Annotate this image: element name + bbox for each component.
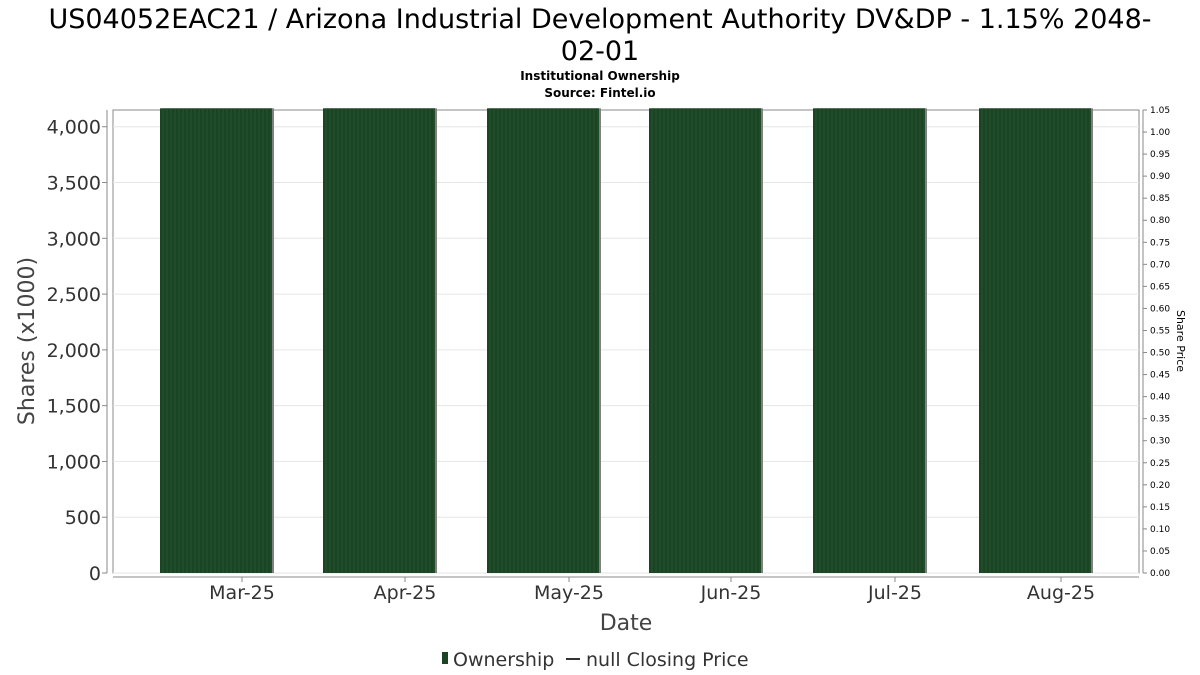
chart-title-line1: US04052EAC21 / Arizona Industrial Develo… <box>48 4 1151 35</box>
chart-source: Source: Fintel.io <box>544 86 655 100</box>
chart-title-line2: 02-01 <box>561 36 639 67</box>
right-tick-label: 0.60 <box>1150 304 1170 314</box>
right-tick-label: 0.20 <box>1150 481 1170 491</box>
y-axis-label: Shares (x1000) <box>15 257 40 425</box>
right-tick-label: 0.55 <box>1150 326 1170 336</box>
bars <box>160 108 1093 573</box>
plot-area <box>112 109 1140 574</box>
right-tick-label: 1.05 <box>1150 106 1170 116</box>
legend-ownership-swatch <box>442 652 448 664</box>
y2-axis-label: Share Price <box>1174 310 1187 372</box>
grid-lines <box>113 126 1139 574</box>
right-tick-label: 1.00 <box>1150 128 1170 138</box>
x-tick-label: Aug-25 <box>1027 582 1095 604</box>
x-axis-label: Date <box>600 611 653 636</box>
right-tick-label: 0.05 <box>1150 547 1170 557</box>
left-tick-label: 1,500 <box>47 396 101 418</box>
right-tick-label: 0.45 <box>1150 371 1170 381</box>
right-tick-label: 0.35 <box>1150 415 1170 425</box>
left-tick-label: 3,000 <box>47 228 101 250</box>
left-tick-label: 2,500 <box>47 284 101 306</box>
x-tick-label: Mar-25 <box>209 582 275 604</box>
left-tick-label: 0 <box>89 563 101 585</box>
right-tick-label: 0.75 <box>1150 238 1170 248</box>
left-tick-label: 4,000 <box>47 117 101 139</box>
x-tick-label: May-25 <box>534 582 604 604</box>
x-tick-label: Jun-25 <box>700 582 762 604</box>
legend: Ownership null Closing Price <box>442 649 749 671</box>
chart-subtitle: Institutional Ownership <box>520 69 680 83</box>
x-axis-ticks: Mar-25 Apr-25 May-25 Jun-25 Jul-25 Aug-25 <box>209 577 1095 604</box>
x-tick-label: Apr-25 <box>374 582 437 604</box>
right-tick-label: 0.95 <box>1150 150 1170 160</box>
right-tick-label: 0.90 <box>1150 172 1170 182</box>
right-tick-label: 0.00 <box>1150 569 1170 579</box>
right-tick-label: 0.30 <box>1150 437 1170 447</box>
right-tick-label: 0.70 <box>1150 260 1170 270</box>
left-tick-label: 1,000 <box>47 451 101 473</box>
right-axis-ticks: 0.00 0.05 0.10 0.15 0.20 0.25 0.30 0.35 0.40 0.45… <box>1143 106 1170 579</box>
right-tick-label: 0.50 <box>1150 349 1170 359</box>
left-tick-label: 500 <box>65 507 101 529</box>
right-tick-label: 0.15 <box>1150 503 1170 513</box>
right-tick-label: 0.85 <box>1150 194 1170 204</box>
right-tick-label: 0.40 <box>1150 393 1170 403</box>
right-tick-label: 0.80 <box>1150 216 1170 226</box>
left-tick-label: 3,500 <box>47 173 101 195</box>
right-tick-label: 0.65 <box>1150 282 1170 292</box>
left-axis-ticks: 0 500 1,000 1,500 2,000 2,500 3,000 3,500 4,000 <box>47 117 107 585</box>
right-tick-label: 0.25 <box>1150 459 1170 469</box>
legend-ownership-label: Ownership <box>453 649 554 671</box>
legend-price-label: null Closing Price <box>586 649 749 671</box>
left-tick-label: 2,000 <box>47 340 101 362</box>
right-tick-label: 0.10 <box>1150 525 1170 535</box>
x-tick-label: Jul-25 <box>867 582 922 604</box>
